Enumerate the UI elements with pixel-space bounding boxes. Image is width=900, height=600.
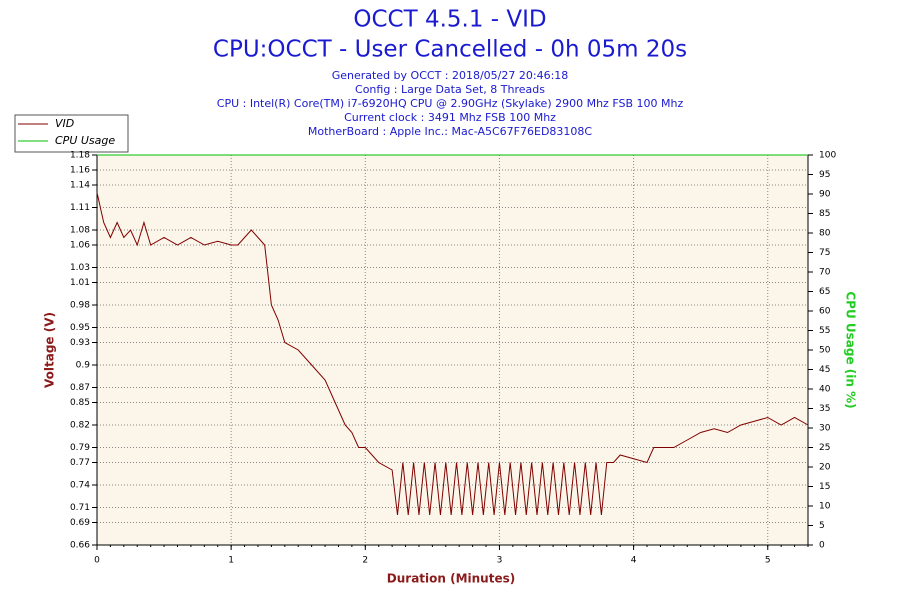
y2-tick-label: 55 — [819, 326, 830, 336]
y2-tick-label: 75 — [819, 248, 830, 258]
y2-tick-label: 40 — [819, 385, 831, 395]
y2-tick-label: 90 — [819, 190, 831, 200]
legend-box — [14, 114, 129, 153]
chart-subtitle: CPU:OCCT - User Cancelled - 0h 05m 20s — [213, 37, 687, 63]
y2-axis-label: CPU Usage (in %) — [844, 291, 858, 408]
x-tick-label: 1 — [228, 556, 234, 566]
y-tick-label: 0.77 — [70, 458, 90, 468]
x-axis-label: Duration (Minutes) — [387, 572, 515, 586]
y2-tick-label: 85 — [819, 209, 830, 219]
y-tick-label: 0.98 — [70, 301, 90, 311]
y-tick-label: 0.69 — [70, 518, 90, 528]
plot-area — [97, 155, 808, 545]
y-tick-label: 1.11 — [70, 203, 90, 213]
y2-tick-label: 100 — [819, 151, 836, 161]
y-tick-label: 1.18 — [70, 151, 90, 161]
y-tick-label: 1.01 — [70, 278, 90, 288]
info-line: Generated by OCCT : 2018/05/27 20:46:18 — [332, 69, 569, 82]
y2-tick-label: 10 — [819, 502, 831, 512]
y2-tick-label: 25 — [819, 443, 830, 453]
y2-tick-label: 15 — [819, 482, 830, 492]
y2-tick-label: 35 — [819, 404, 830, 414]
y2-tick-label: 60 — [819, 307, 831, 317]
y-tick-label: 0.87 — [70, 383, 90, 393]
y-axis-label: Voltage (V) — [43, 312, 57, 388]
info-line: Config : Large Data Set, 8 Threads — [355, 83, 545, 96]
y-tick-label: 1.06 — [70, 241, 90, 251]
y-tick-label: 0.66 — [70, 541, 90, 551]
y-tick-label: 0.9 — [76, 361, 91, 371]
y-tick-label: 0.74 — [70, 481, 90, 491]
y-tick-label: 0.95 — [70, 323, 90, 333]
y-tick-label: 0.82 — [70, 421, 90, 431]
y-tick-label: 1.16 — [70, 166, 90, 176]
legend-label: CPU Usage — [55, 134, 115, 147]
y2-tick-label: 80 — [819, 229, 831, 239]
y2-tick-label: 65 — [819, 287, 830, 297]
x-tick-label: 0 — [94, 556, 100, 566]
y2-tick-label: 50 — [819, 346, 831, 356]
y-tick-label: 0.71 — [70, 503, 90, 513]
y-tick-label: 0.79 — [70, 443, 90, 453]
y2-tick-label: 45 — [819, 365, 830, 375]
y-tick-label: 1.03 — [70, 263, 90, 273]
y-tick-label: 1.08 — [70, 226, 90, 236]
x-tick-label: 3 — [497, 556, 503, 566]
x-tick-label: 2 — [362, 556, 368, 566]
y2-tick-label: 30 — [819, 424, 831, 434]
y2-tick-label: 20 — [819, 463, 831, 473]
y2-tick-label: 70 — [819, 268, 831, 278]
x-tick-label: 4 — [631, 556, 637, 566]
info-line: Current clock : 3491 Mhz FSB 100 Mhz — [344, 111, 556, 124]
y2-tick-label: 5 — [819, 521, 825, 531]
y2-tick-label: 95 — [819, 170, 830, 180]
y-tick-label: 0.93 — [70, 338, 90, 348]
legend-label: VID — [55, 117, 74, 130]
y2-tick-label: 0 — [819, 541, 825, 551]
info-line: CPU : Intel(R) Core(TM) i7-6920HQ CPU @ … — [217, 97, 684, 110]
series-line — [96, 192, 809, 516]
chart-title: OCCT 4.5.1 - VID — [353, 7, 546, 33]
y-tick-label: 0.85 — [70, 398, 90, 408]
y-tick-label: 1.14 — [70, 181, 90, 191]
info-line: MotherBoard : Apple Inc.: Mac-A5C67F76ED… — [308, 125, 593, 138]
x-tick-label: 5 — [765, 556, 771, 566]
